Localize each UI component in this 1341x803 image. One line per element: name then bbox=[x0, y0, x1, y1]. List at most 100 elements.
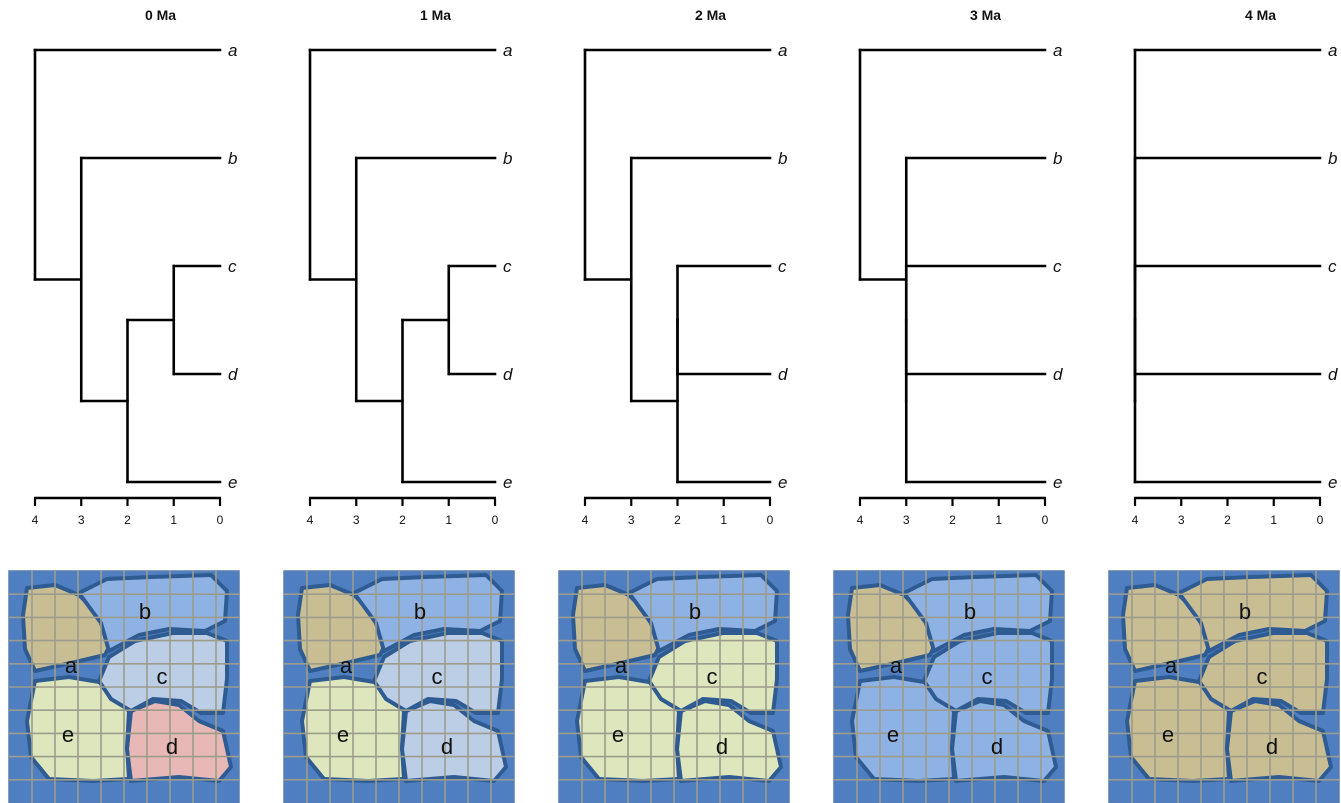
region-d bbox=[1225, 699, 1333, 783]
panel-3: 3 Ma a b c d e 4 3 2 1 0 a b c d e bbox=[833, 7, 1065, 803]
axis-tick-label: 0 bbox=[767, 513, 774, 527]
tip-label-a: a bbox=[1328, 41, 1337, 60]
axis-tick-label: 3 bbox=[78, 513, 85, 527]
axis-tick-label: 3 bbox=[353, 513, 360, 527]
axis-tick-label: 3 bbox=[628, 513, 635, 527]
time-axis: 4 3 2 1 0 bbox=[307, 496, 499, 527]
tip-label-d: d bbox=[1328, 365, 1338, 384]
tip-label-c: c bbox=[1053, 257, 1062, 276]
region-d bbox=[400, 699, 508, 783]
region-label-c: c bbox=[157, 664, 168, 689]
tip-label-a: a bbox=[1053, 41, 1062, 60]
tip-label-e: e bbox=[228, 473, 237, 492]
panel-title: 3 Ma bbox=[970, 7, 1001, 23]
region-label-e: e bbox=[887, 722, 899, 747]
axis-tick-label: 1 bbox=[170, 513, 177, 527]
axis-tick-label: 0 bbox=[492, 513, 499, 527]
tip-label-b: b bbox=[778, 149, 787, 168]
tip-label-a: a bbox=[228, 41, 237, 60]
region-c bbox=[97, 631, 229, 715]
region-label-a: a bbox=[65, 653, 78, 678]
tip-label-a: a bbox=[778, 41, 787, 60]
map-grid bbox=[284, 571, 514, 803]
tip-label-c: c bbox=[1328, 257, 1337, 276]
axis-tick-label: 2 bbox=[674, 513, 681, 527]
region-d bbox=[950, 699, 1058, 783]
region-d bbox=[125, 699, 233, 783]
region-label-b: b bbox=[689, 599, 701, 624]
tip-label-e: e bbox=[778, 473, 787, 492]
axis-tick-label: 4 bbox=[857, 513, 864, 527]
region-label-b: b bbox=[414, 599, 426, 624]
map-grid bbox=[9, 571, 239, 803]
axis-tick-label: 2 bbox=[949, 513, 956, 527]
axis-tick-label: 1 bbox=[995, 513, 1002, 527]
region-label-d: d bbox=[166, 734, 178, 759]
region-label-e: e bbox=[612, 722, 624, 747]
region-label-e: e bbox=[337, 722, 349, 747]
tip-label-e: e bbox=[1328, 473, 1337, 492]
axis-tick-label: 0 bbox=[1317, 513, 1324, 527]
region-label-c: c bbox=[432, 664, 443, 689]
axis-tick-label: 4 bbox=[582, 513, 589, 527]
map-grid bbox=[559, 571, 789, 803]
region-label-e: e bbox=[1162, 722, 1174, 747]
tip-label-a: a bbox=[503, 41, 512, 60]
panel-1: 1 Ma a b c d e 4 3 2 1 0 a b c d e bbox=[283, 7, 515, 803]
region-d bbox=[675, 699, 783, 783]
tip-label-b: b bbox=[503, 149, 512, 168]
axis-tick-label: 1 bbox=[720, 513, 727, 527]
tip-label-d: d bbox=[1053, 365, 1063, 384]
region-label-a: a bbox=[1165, 653, 1178, 678]
tip-label-d: d bbox=[228, 365, 238, 384]
axis-tick-label: 0 bbox=[1042, 513, 1049, 527]
region-map: a b c d e bbox=[283, 570, 515, 803]
region-label-a: a bbox=[615, 653, 628, 678]
region-label-b: b bbox=[1239, 599, 1251, 624]
panel-title: 1 Ma bbox=[420, 7, 451, 23]
phylogenetic-tree bbox=[308, 48, 497, 484]
map-grid bbox=[1109, 571, 1339, 803]
region-label-b: b bbox=[964, 599, 976, 624]
panel-title: 0 Ma bbox=[145, 7, 176, 23]
region-label-c: c bbox=[982, 664, 993, 689]
tip-label-d: d bbox=[778, 365, 788, 384]
tip-label-b: b bbox=[228, 149, 237, 168]
axis-tick-label: 1 bbox=[1270, 513, 1277, 527]
axis-tick-label: 3 bbox=[1178, 513, 1185, 527]
region-label-c: c bbox=[1257, 664, 1268, 689]
axis-tick-label: 4 bbox=[307, 513, 314, 527]
region-map: a b c d e bbox=[1108, 570, 1340, 803]
tip-label-b: b bbox=[1053, 149, 1062, 168]
tip-label-c: c bbox=[778, 257, 787, 276]
tip-label-c: c bbox=[503, 257, 512, 276]
tip-label-e: e bbox=[503, 473, 512, 492]
tip-label-c: c bbox=[228, 257, 237, 276]
panel-4: 4 Ma a b c d e 4 3 2 1 0 a b c d e bbox=[1108, 7, 1340, 803]
phylogenetic-tree bbox=[858, 48, 1047, 484]
panel-title: 4 Ma bbox=[1245, 7, 1276, 23]
region-label-e: e bbox=[62, 722, 74, 747]
panel-title: 2 Ma bbox=[695, 7, 726, 23]
panel-2: 2 Ma a b c d e 4 3 2 1 0 a b c d e bbox=[558, 7, 790, 803]
phylogenetic-tree bbox=[583, 48, 772, 484]
region-label-d: d bbox=[716, 734, 728, 759]
axis-tick-label: 2 bbox=[1224, 513, 1231, 527]
time-axis: 4 3 2 1 0 bbox=[1132, 496, 1324, 527]
region-label-a: a bbox=[890, 653, 903, 678]
time-axis: 4 3 2 1 0 bbox=[857, 496, 1049, 527]
axis-tick-label: 2 bbox=[399, 513, 406, 527]
tip-label-b: b bbox=[1328, 149, 1337, 168]
region-label-d: d bbox=[991, 734, 1003, 759]
region-label-b: b bbox=[139, 599, 151, 624]
region-c bbox=[922, 631, 1054, 715]
axis-tick-label: 2 bbox=[124, 513, 131, 527]
phylogenetic-tree bbox=[1133, 48, 1322, 484]
axis-tick-label: 0 bbox=[217, 513, 224, 527]
region-map: a b c d e bbox=[833, 570, 1065, 803]
axis-tick-label: 3 bbox=[903, 513, 910, 527]
region-map: a b c d e bbox=[8, 570, 240, 803]
region-label-a: a bbox=[340, 653, 353, 678]
axis-tick-label: 4 bbox=[32, 513, 39, 527]
